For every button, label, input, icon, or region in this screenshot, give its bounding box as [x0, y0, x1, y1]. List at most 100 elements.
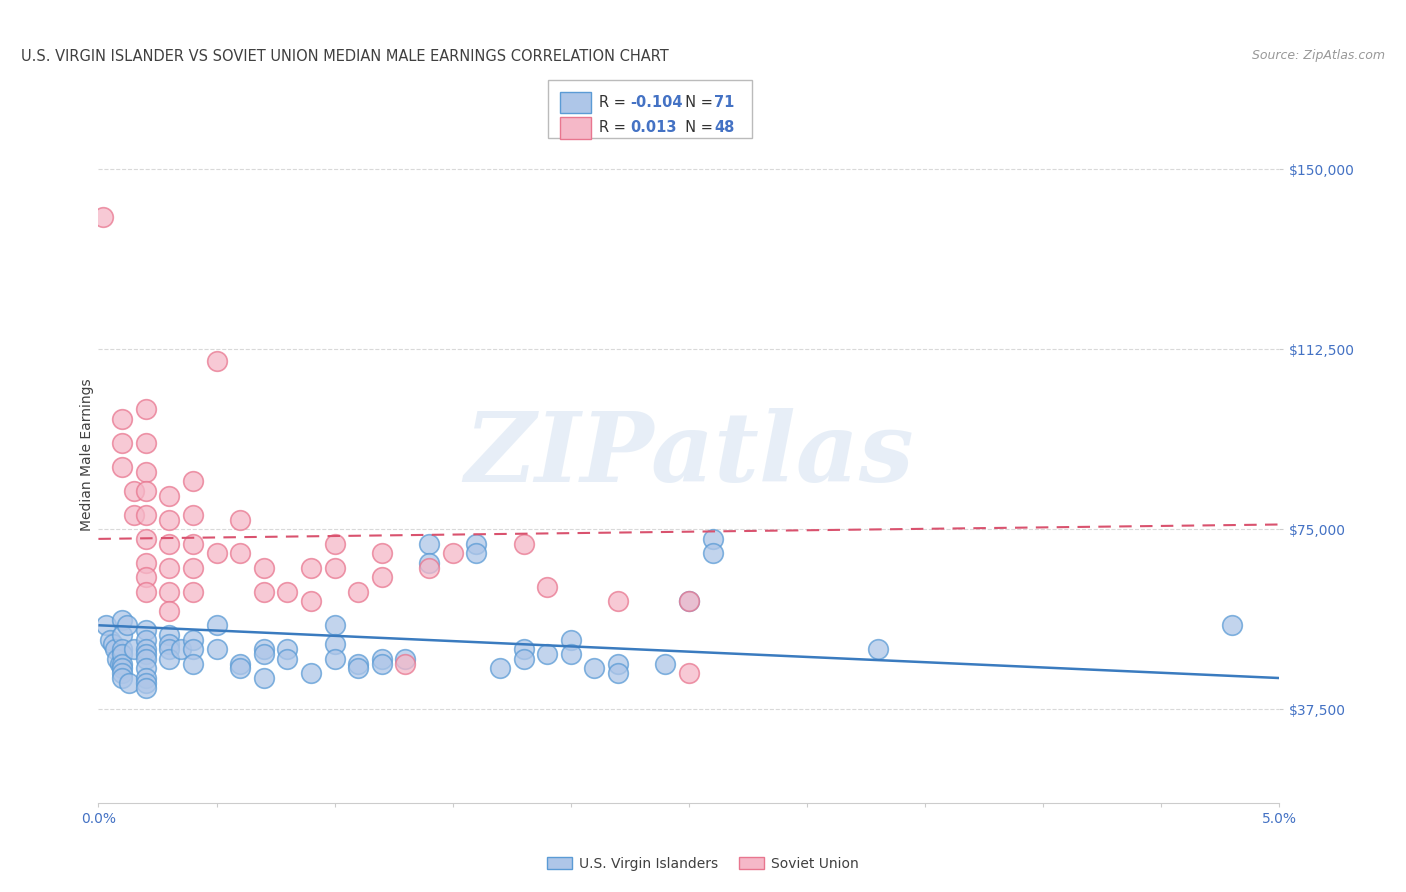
Point	[157, 652, 180, 666]
Text: U.S. VIRGIN ISLANDER VS SOVIET UNION MEDIAN MALE EARNINGS CORRELATION CHART: U.S. VIRGIN ISLANDER VS SOVIET UNION MED…	[21, 49, 669, 64]
Point	[108, 657, 131, 671]
Point	[91, 211, 114, 225]
Point	[135, 671, 157, 685]
Point	[371, 546, 394, 560]
Point	[229, 546, 252, 560]
Point	[135, 402, 157, 417]
Text: Source: ZipAtlas.com: Source: ZipAtlas.com	[1251, 49, 1385, 62]
Point	[371, 652, 394, 666]
Point	[678, 594, 700, 608]
Point	[323, 560, 346, 574]
Point	[157, 604, 180, 618]
Point	[702, 546, 724, 560]
Point	[205, 642, 228, 657]
Point	[205, 618, 228, 632]
Point	[135, 647, 157, 661]
Point	[135, 436, 157, 450]
Text: 48: 48	[714, 120, 734, 136]
Point	[135, 642, 157, 657]
Point	[394, 652, 416, 666]
Text: ZIPatlas: ZIPatlas	[464, 408, 914, 502]
Point	[323, 537, 346, 551]
Point	[181, 508, 204, 522]
Text: 0.013: 0.013	[630, 120, 676, 136]
Point	[536, 580, 558, 594]
Point	[253, 671, 276, 685]
Point	[157, 642, 180, 657]
Point	[536, 647, 558, 661]
Point	[135, 556, 157, 570]
Point	[181, 657, 204, 671]
Point	[229, 657, 252, 671]
Point	[135, 652, 157, 666]
Point	[135, 661, 157, 675]
Point	[702, 532, 724, 546]
Point	[465, 537, 488, 551]
Point	[111, 661, 134, 675]
Point	[101, 637, 124, 651]
Point	[157, 637, 180, 651]
Point	[157, 584, 180, 599]
Point	[205, 354, 228, 368]
Point	[105, 652, 128, 666]
Point	[111, 614, 134, 628]
Point	[111, 671, 134, 685]
Point	[347, 661, 370, 675]
Point	[678, 666, 700, 681]
Text: R =: R =	[599, 120, 636, 136]
Point	[122, 483, 145, 498]
Point	[205, 546, 228, 560]
Point	[135, 623, 157, 637]
Point	[98, 632, 121, 647]
Point	[371, 657, 394, 671]
Point	[135, 508, 157, 522]
Point	[866, 642, 889, 657]
Point	[299, 666, 322, 681]
Point	[157, 628, 180, 642]
Point	[394, 657, 416, 671]
Point	[135, 681, 157, 695]
Point	[465, 546, 488, 560]
Point	[276, 584, 298, 599]
Point	[157, 560, 180, 574]
Point	[118, 676, 141, 690]
Point	[135, 465, 157, 479]
Point	[276, 642, 298, 657]
Point	[111, 436, 134, 450]
Point	[323, 618, 346, 632]
Point	[111, 642, 134, 657]
Legend: U.S. Virgin Islanders, Soviet Union: U.S. Virgin Islanders, Soviet Union	[541, 851, 865, 876]
Point	[111, 459, 134, 474]
Point	[418, 537, 440, 551]
Point	[299, 560, 322, 574]
Point	[181, 584, 204, 599]
Point	[654, 657, 676, 671]
Point	[323, 637, 346, 651]
Point	[157, 537, 180, 551]
Point	[135, 570, 157, 584]
Point	[135, 676, 157, 690]
Point	[607, 657, 630, 671]
Point	[323, 652, 346, 666]
Point	[122, 642, 145, 657]
Point	[157, 489, 180, 503]
Point	[104, 642, 127, 657]
Point	[111, 666, 134, 681]
Point	[418, 560, 440, 574]
Point	[489, 661, 512, 675]
Point	[607, 666, 630, 681]
Point	[122, 508, 145, 522]
Point	[135, 483, 157, 498]
Point	[512, 537, 534, 551]
Point	[181, 560, 204, 574]
Text: 71: 71	[714, 95, 734, 110]
Point	[157, 513, 180, 527]
Point	[181, 475, 204, 489]
Point	[181, 632, 204, 647]
Point	[253, 560, 276, 574]
Text: N =: N =	[676, 120, 718, 136]
Point	[560, 632, 582, 647]
Point	[135, 632, 157, 647]
Point	[347, 657, 370, 671]
Text: -0.104: -0.104	[630, 95, 682, 110]
